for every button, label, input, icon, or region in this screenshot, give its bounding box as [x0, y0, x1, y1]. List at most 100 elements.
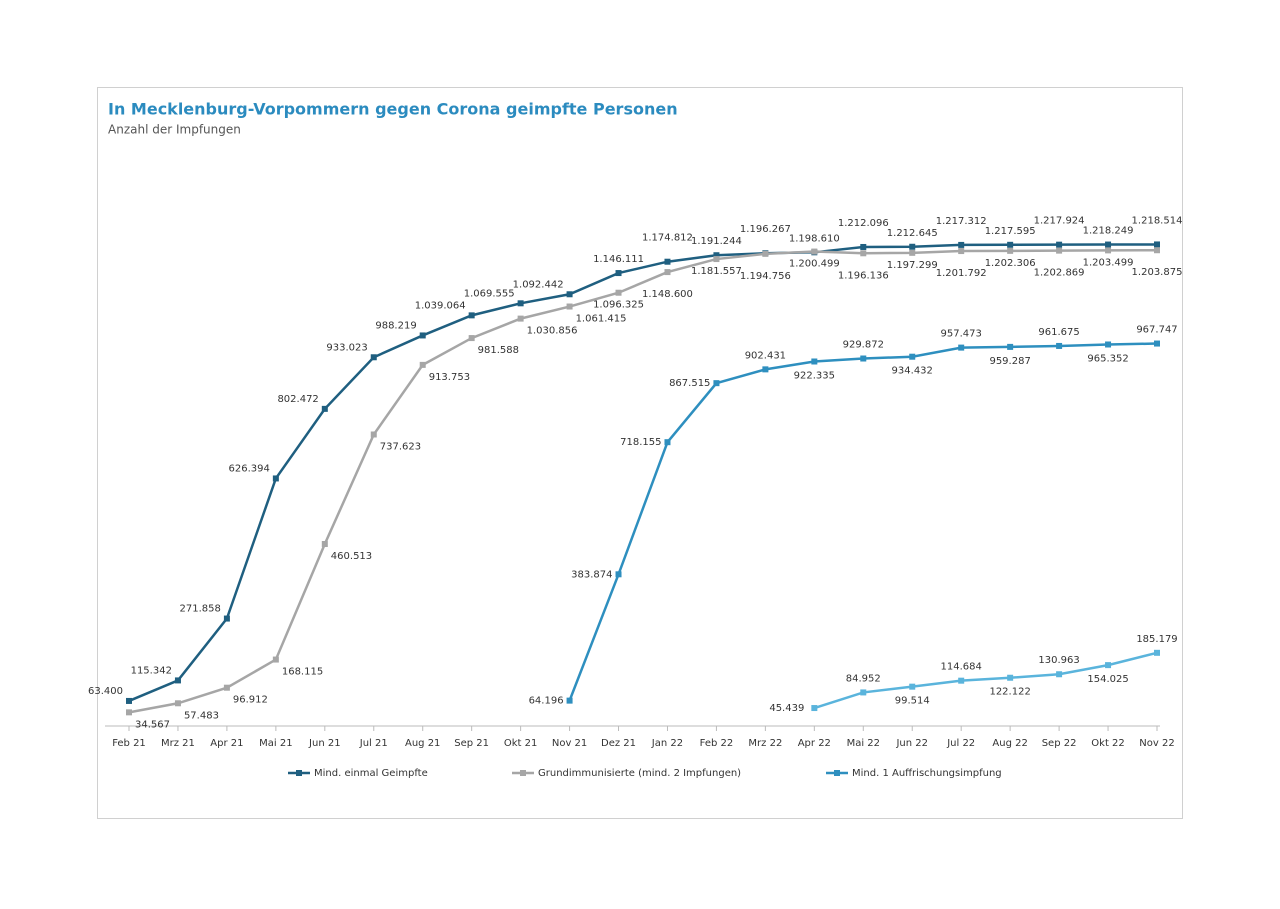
data-label: 1.092.442	[513, 279, 564, 290]
x-tick-label: Nov 22	[1139, 738, 1174, 749]
data-label: 45.439	[769, 703, 804, 714]
x-tick-label: Apr 22	[798, 738, 831, 749]
point-marker	[419, 332, 426, 339]
data-label: 1.198.610	[789, 233, 840, 244]
x-tick-label: Mai 21	[259, 738, 292, 749]
point-marker	[713, 256, 720, 263]
point-marker	[468, 335, 475, 342]
data-label: 1.096.325	[593, 300, 644, 311]
x-tick-label: Aug 22	[992, 738, 1027, 749]
point-marker	[1007, 247, 1014, 254]
point-marker	[909, 683, 916, 690]
data-label: 130.963	[1038, 655, 1079, 666]
data-label: 383.874	[571, 569, 612, 580]
data-label: 1.212.645	[887, 228, 938, 239]
point-marker	[517, 315, 524, 322]
data-label: 34.567	[135, 719, 170, 730]
data-label: 988.219	[375, 320, 416, 331]
point-marker	[566, 697, 573, 704]
data-label: 1.196.136	[838, 270, 889, 281]
point-marker	[958, 344, 965, 351]
legend-label: Mind. einmal Geimpfte	[314, 768, 428, 779]
point-marker	[615, 270, 622, 277]
point-marker	[860, 355, 867, 362]
point-marker	[126, 697, 132, 704]
point-marker	[1154, 241, 1160, 248]
point-marker	[860, 243, 867, 250]
data-label: 902.431	[745, 350, 786, 361]
point-marker	[370, 354, 377, 361]
data-label: 460.513	[331, 551, 372, 562]
data-label: 1.201.792	[936, 268, 987, 279]
data-label: 1.174.812	[642, 233, 693, 244]
point-marker	[272, 475, 279, 482]
series-line	[813, 651, 1158, 710]
data-label: 1.181.557	[691, 266, 742, 277]
point-marker	[174, 677, 181, 684]
data-label: 867.515	[669, 378, 710, 389]
point-marker	[321, 405, 328, 412]
point-marker	[126, 709, 132, 716]
point-marker	[615, 289, 622, 296]
x-tick-label: Okt 22	[1091, 738, 1125, 749]
point-marker	[370, 431, 377, 438]
point-marker	[223, 615, 230, 622]
data-label: 1.194.756	[740, 271, 791, 282]
data-label: 1.148.600	[642, 289, 693, 300]
data-label: 961.675	[1038, 327, 1079, 338]
data-label: 1.200.499	[789, 259, 840, 270]
data-label: 114.684	[941, 662, 982, 673]
x-tick-label: Sep 22	[1042, 738, 1077, 749]
x-tick-label: Dez 21	[601, 738, 636, 749]
point-marker	[1105, 241, 1112, 248]
data-label: 1.197.299	[887, 260, 938, 271]
point-marker	[664, 439, 671, 446]
data-label: 1.030.856	[527, 326, 578, 337]
x-tick-label: Mai 22	[847, 738, 880, 749]
point-marker	[1154, 340, 1160, 347]
data-label: 1.202.306	[985, 258, 1036, 269]
point-marker	[860, 250, 867, 257]
data-label: 1.202.869	[1034, 268, 1085, 279]
x-tick-label: Nov 21	[552, 738, 587, 749]
point-marker	[1007, 343, 1014, 350]
series-line	[128, 243, 1158, 703]
data-label: 154.025	[1087, 674, 1128, 685]
data-label: 737.623	[380, 441, 421, 452]
x-tick-label: Jan 22	[651, 738, 683, 749]
legend-label: Grundimmunisierte (mind. 2 Impfungen)	[538, 768, 741, 779]
point-marker	[1056, 247, 1063, 254]
point-marker	[1056, 342, 1063, 349]
x-tick-label: Jul 21	[359, 738, 388, 749]
point-marker	[909, 249, 916, 256]
point-marker	[566, 303, 573, 310]
legend-label: Mind. 1 Auffrischungsimpfung	[852, 768, 1002, 779]
point-marker	[1105, 247, 1112, 254]
point-marker	[909, 243, 916, 250]
data-label: 115.342	[131, 665, 172, 676]
point-marker	[1105, 662, 1112, 669]
data-label: 271.858	[180, 604, 221, 615]
data-label: 957.473	[941, 329, 982, 340]
point-marker	[419, 361, 426, 368]
point-marker	[958, 241, 965, 248]
data-label: 1.196.267	[740, 224, 791, 235]
point-marker	[1154, 247, 1160, 254]
data-label: 168.115	[282, 667, 323, 678]
point-marker	[1007, 241, 1014, 248]
point-marker	[713, 252, 720, 259]
point-marker	[321, 541, 328, 548]
chart-title: In Mecklenburg-Vorpommern gegen Corona g…	[108, 100, 678, 119]
data-label: 1.218.249	[1083, 226, 1134, 237]
x-tick-label: Mrz 21	[161, 738, 195, 749]
point-marker	[1056, 671, 1063, 678]
x-tick-label: Feb 22	[700, 738, 734, 749]
data-label: 913.753	[429, 372, 470, 383]
point-marker	[272, 656, 279, 663]
x-tick-label: Jun 21	[308, 738, 341, 749]
x-tick-label: Jul 22	[946, 738, 975, 749]
point-marker	[664, 258, 671, 265]
data-label: 122.122	[989, 687, 1030, 698]
x-tick-label: Mrz 22	[748, 738, 782, 749]
point-marker	[811, 358, 818, 365]
